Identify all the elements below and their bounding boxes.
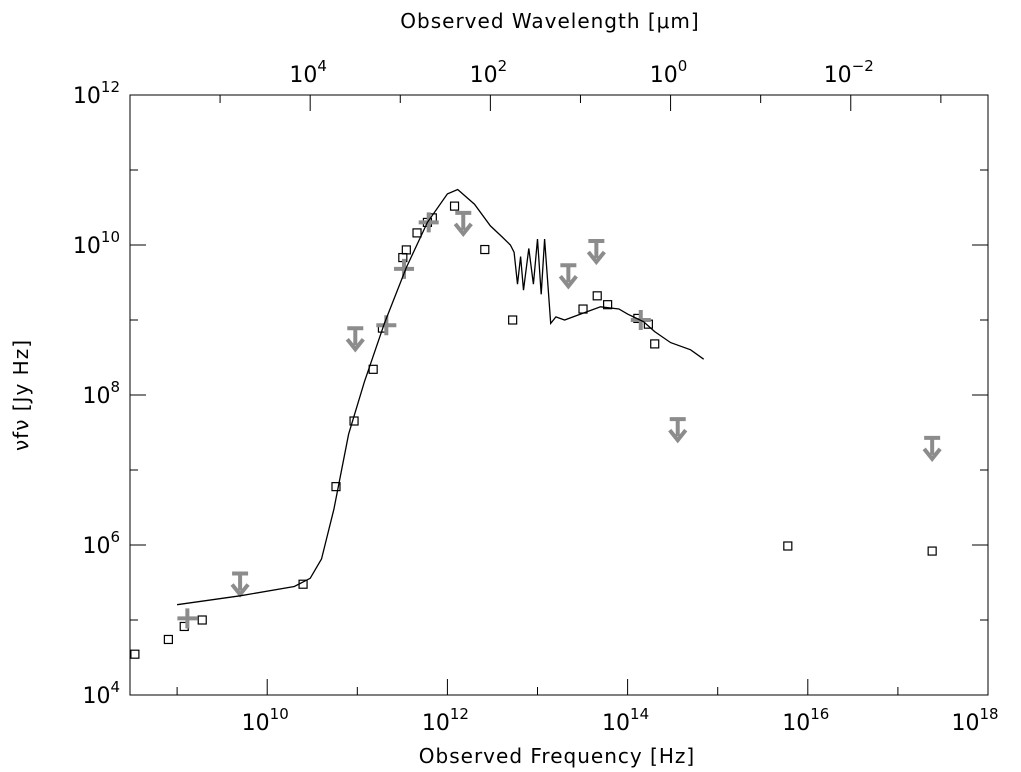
x2-tick-label: 100: [650, 57, 688, 88]
x2-axis-title: Observed Wavelength [μm]: [400, 9, 699, 33]
upper-limit-arrow: [558, 263, 578, 290]
upper-limit-arrow: [453, 210, 473, 238]
data-point-square: [197, 615, 207, 625]
plot-frame: [129, 94, 989, 696]
y-tick-label: 104: [82, 678, 120, 709]
data-point-square: [783, 541, 793, 551]
axis-ticks: [130, 94, 989, 696]
x-tick-label: 1012: [422, 705, 469, 736]
data-point-square: [927, 546, 937, 556]
y-tick-label: 108: [82, 378, 120, 409]
upper-limit-arrow: [586, 238, 606, 266]
x-axis-title: Observed Frequency [Hz]: [419, 744, 695, 768]
x2-tick-label: 102: [470, 57, 508, 88]
upper-limit-arrow: [668, 417, 688, 444]
upper-limit-arrow: [345, 326, 365, 353]
upper-limit-arrow: [922, 435, 942, 463]
data-point-square: [592, 291, 602, 301]
data-point-plus: [394, 258, 415, 279]
model-curve: [177, 188, 705, 606]
x-tick-label: 1010: [242, 705, 289, 736]
data-point-square: [401, 245, 411, 255]
data-point-square: [130, 649, 140, 659]
y-axis-title: νfν [Jy Hz]: [9, 339, 33, 451]
data-point-square: [331, 482, 341, 492]
data-point-square: [650, 339, 660, 349]
data-point-square: [368, 364, 378, 374]
data-point-square: [508, 315, 518, 325]
y-tick-label: 106: [82, 528, 120, 559]
x2-tick-label: 104: [289, 57, 327, 88]
data-point-square: [603, 300, 613, 310]
upper-limit-arrow: [230, 571, 250, 598]
x-tick-label: 1014: [602, 705, 649, 736]
y-tick-label: 1010: [73, 228, 120, 259]
data-marks: [130, 188, 942, 659]
data-point-plus: [418, 212, 439, 233]
data-point-square: [449, 201, 460, 211]
x2-tick-label: 10−2: [824, 57, 874, 88]
x-tick-label: 1018: [951, 705, 998, 736]
data-point-square: [163, 634, 173, 645]
x-tick-label: 1016: [782, 705, 829, 736]
tick-labels: 1010 1012 1014 1016 1018 104 102 100 10−2 104 106 1…: [73, 57, 999, 736]
y-tick-label: 1012: [73, 78, 120, 109]
data-point-square: [412, 228, 422, 238]
data-point-square: [480, 244, 490, 255]
data-point-plus: [177, 608, 198, 629]
